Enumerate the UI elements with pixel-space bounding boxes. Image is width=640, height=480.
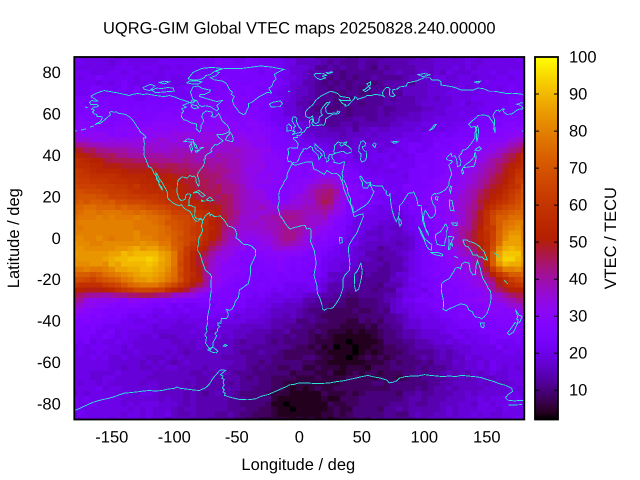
svg-text:-60: -60 [37, 354, 61, 372]
svg-text:-80: -80 [37, 396, 61, 414]
svg-text:30: 30 [569, 308, 587, 326]
svg-text:0: 0 [295, 429, 304, 447]
svg-text:100: 100 [569, 49, 597, 67]
svg-text:50: 50 [569, 234, 587, 252]
svg-text:0: 0 [52, 230, 61, 248]
svg-text:VTEC / TECU: VTEC / TECU [602, 187, 620, 289]
svg-text:100: 100 [411, 429, 439, 447]
svg-text:80: 80 [569, 123, 587, 141]
svg-text:60: 60 [42, 106, 60, 124]
svg-text:40: 40 [42, 147, 60, 165]
svg-text:40: 40 [569, 271, 587, 289]
svg-text:20: 20 [569, 345, 587, 363]
svg-text:-20: -20 [37, 271, 61, 289]
svg-text:90: 90 [569, 86, 587, 104]
svg-text:-100: -100 [158, 429, 191, 447]
svg-text:20: 20 [42, 188, 60, 206]
svg-text:10: 10 [569, 382, 587, 400]
svg-text:80: 80 [42, 64, 60, 82]
svg-text:60: 60 [569, 197, 587, 215]
svg-text:70: 70 [569, 160, 587, 178]
svg-text:Latitude / deg: Latitude / deg [5, 188, 23, 288]
svg-text:UQRG-GIM Global VTEC maps 2025: UQRG-GIM Global VTEC maps 20250828.240.0… [103, 20, 496, 38]
svg-text:-150: -150 [95, 429, 128, 447]
svg-text:-40: -40 [37, 313, 61, 331]
svg-text:50: 50 [353, 429, 371, 447]
svg-text:Longitude / deg: Longitude / deg [241, 456, 355, 474]
svg-text:150: 150 [473, 429, 501, 447]
svg-text:-50: -50 [225, 429, 249, 447]
